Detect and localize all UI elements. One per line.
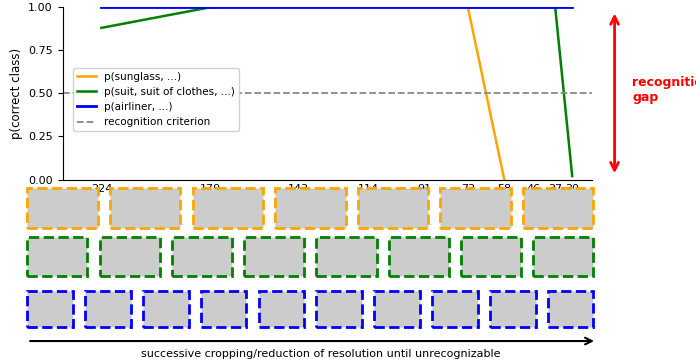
Bar <box>533 237 594 276</box>
Bar <box>201 291 246 327</box>
Bar <box>317 291 362 327</box>
recognition criterion <box>641 91 649 95</box>
Bar <box>490 291 535 327</box>
Line: p(sunglass, ...): p(sunglass, ...) <box>102 7 504 180</box>
Legend: p(sunglass, ...), p(suit, suit of clothes, ...), p(airliner, ...), recognition c: p(sunglass, ...), p(suit, suit of clothe… <box>73 67 239 131</box>
p(sunglass, ...) <box>464 5 472 9</box>
Bar <box>193 188 263 228</box>
Text: patch size: patch size <box>532 204 592 216</box>
Y-axis label: p(correct class): p(correct class) <box>10 48 22 139</box>
p(suit, suit of clothes, ...) <box>97 26 106 30</box>
Bar <box>317 237 377 276</box>
Bar <box>143 291 189 327</box>
Bar <box>441 188 511 228</box>
recognition criterion <box>638 91 647 95</box>
Line: p(suit, suit of clothes, ...): p(suit, suit of clothes, ...) <box>102 7 572 176</box>
Bar <box>244 237 304 276</box>
Bar <box>374 291 420 327</box>
Bar <box>358 188 428 228</box>
Bar <box>85 291 131 327</box>
Bar <box>27 237 87 276</box>
p(sunglass, ...) <box>500 177 508 182</box>
Text: successive cropping/reduction of resolution until unrecognizable: successive cropping/reduction of resolut… <box>141 349 500 359</box>
Bar <box>275 188 345 228</box>
Bar <box>389 237 449 276</box>
p(suit, suit of clothes, ...) <box>568 174 576 178</box>
Bar <box>172 237 232 276</box>
Bar <box>100 237 159 276</box>
Bar <box>259 291 304 327</box>
Bar <box>432 291 477 327</box>
Bar <box>548 291 594 327</box>
Bar <box>523 188 594 228</box>
Bar <box>110 188 180 228</box>
p(suit, suit of clothes, ...) <box>551 5 560 9</box>
Bar <box>27 188 97 228</box>
Bar <box>461 237 521 276</box>
p(suit, suit of clothes, ...) <box>207 5 215 9</box>
Bar <box>27 291 73 327</box>
p(sunglass, ...) <box>97 5 106 9</box>
Text: recognition
gap: recognition gap <box>632 76 696 104</box>
